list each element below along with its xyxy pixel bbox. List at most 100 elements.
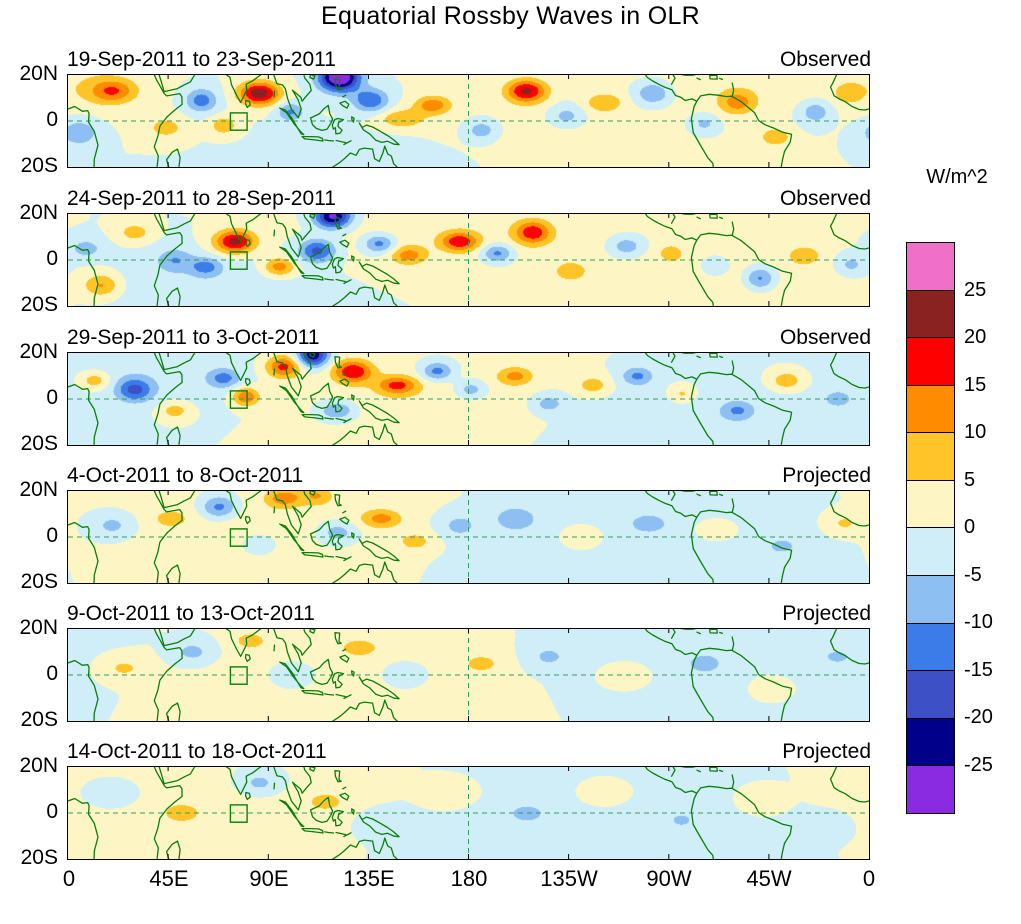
panel-period-label: 14-Oct-2011 to 18-Oct-2011 <box>67 740 327 763</box>
map-plot-area <box>67 213 870 307</box>
lat-tick-label: 20N <box>19 62 58 85</box>
map-overlay-svg <box>68 629 869 721</box>
panel-header: 4-Oct-2011 to 8-Oct-2011 Projected <box>67 462 871 488</box>
colorbar-cell <box>907 432 954 480</box>
lon-tick-label: 135W <box>540 866 598 891</box>
lon-tick-label: 180 <box>450 866 488 891</box>
panel-source-label: Observed <box>779 48 871 71</box>
panel-period-label: 29-Sep-2011 to 3-Oct-2011 <box>67 326 320 349</box>
chart-title: Equatorial Rossby Waves in OLR <box>320 2 701 30</box>
colorbar-units-label: W/m^2 <box>926 166 988 188</box>
coastline-path <box>68 353 869 445</box>
map-overlay-svg <box>68 767 869 859</box>
lat-tick-label: 20S <box>20 846 58 869</box>
colorbar-tick-label: 20 <box>964 326 987 348</box>
map-plot-area <box>67 352 870 446</box>
colorbar-cell <box>907 337 954 385</box>
map-plot-area <box>67 766 870 860</box>
lat-tick-label: 20N <box>19 478 58 501</box>
panel-period-label: 4-Oct-2011 to 8-Oct-2011 <box>67 464 304 487</box>
colorbar-tick-label: 5 <box>964 468 976 491</box>
panel-source-label: Projected <box>782 602 871 625</box>
region-marker-box <box>229 112 248 131</box>
colorbar-cell <box>907 384 954 433</box>
region-marker-box <box>229 804 248 823</box>
colorbar-cell <box>907 527 954 576</box>
map-panel-5: 9-Oct-2011 to 13-Oct-2011 Projected 20N … <box>0 600 1021 731</box>
region-marker-box <box>229 390 248 409</box>
lat-tick-label: 0 <box>46 800 58 823</box>
lat-tick-label: 0 <box>46 662 58 685</box>
colorbar-cell <box>907 717 954 766</box>
coastline-path <box>68 214 869 306</box>
colorbar <box>906 242 955 814</box>
map-panel-4: 4-Oct-2011 to 8-Oct-2011 Projected 20N 0… <box>0 462 1021 593</box>
lon-tick-label: 90W <box>646 866 692 891</box>
colorbar-cell <box>907 575 954 623</box>
colorbar-tick-label: -5 <box>964 563 982 586</box>
lat-tick-label: 20S <box>20 570 58 593</box>
panel-header: 9-Oct-2011 to 13-Oct-2011 Projected <box>67 600 871 626</box>
colorbar-tick-label: 10 <box>964 421 987 443</box>
longitude-axis: 0 45E 90E 135E 180 135W 90W 45W 0 <box>0 866 1021 892</box>
lon-tick-label: 90E <box>249 866 289 891</box>
region-marker-box <box>229 666 248 685</box>
colorbar-tick-label: -10 <box>964 611 993 633</box>
lat-tick-label: 0 <box>46 108 58 131</box>
lat-tick-label: 20S <box>20 432 58 455</box>
lat-tick-label: 20N <box>19 340 58 363</box>
lon-tick-label: 135E <box>343 866 395 891</box>
colorbar-cell <box>907 243 954 290</box>
lon-tick-label: 45W <box>746 866 792 891</box>
colorbar-cell <box>907 670 954 718</box>
coastline-path <box>68 629 869 721</box>
lat-tick-label: 20S <box>20 293 58 316</box>
colorbar-tick-label: 25 <box>964 278 987 301</box>
region-marker-box <box>229 251 248 270</box>
panel-source-label: Projected <box>782 740 871 763</box>
lat-tick-label: 20S <box>20 708 58 731</box>
map-panel-2: 24-Sep-2011 to 28-Sep-2011 Observed 20N … <box>0 185 1021 316</box>
lat-tick-label: 0 <box>46 524 58 547</box>
panel-period-label: 9-Oct-2011 to 13-Oct-2011 <box>67 602 315 625</box>
panel-header: 24-Sep-2011 to 28-Sep-2011 Observed <box>67 185 871 211</box>
map-panel-6: 14-Oct-2011 to 18-Oct-2011 Projected 20N… <box>0 738 1021 869</box>
panel-source-label: Observed <box>779 326 871 349</box>
panel-header: 14-Oct-2011 to 18-Oct-2011 Projected <box>67 738 871 764</box>
lat-tick-label: 20N <box>19 616 58 639</box>
colorbar-tick-label: -20 <box>964 706 993 728</box>
panel-period-label: 24-Sep-2011 to 28-Sep-2011 <box>67 187 336 210</box>
panel-source-label: Observed <box>779 187 871 210</box>
colorbar-cell <box>907 765 954 813</box>
lat-tick-label: 0 <box>46 247 58 270</box>
coastline-path <box>68 767 869 859</box>
colorbar-cell <box>907 289 954 338</box>
lat-tick-label: 20N <box>19 754 58 777</box>
coastline-path <box>68 75 869 167</box>
lat-tick-label: 20S <box>20 154 58 177</box>
colorbar-cell <box>907 479 954 528</box>
panel-source-label: Projected <box>782 464 871 487</box>
colorbar-tick-label: -25 <box>964 753 993 776</box>
lon-tick-label: 0 <box>862 866 876 891</box>
map-panel-3: 29-Sep-2011 to 3-Oct-2011 Observed 20N 0… <box>0 324 1021 455</box>
map-plot-area <box>67 628 870 722</box>
lon-tick-label: 0 <box>62 866 76 891</box>
colorbar-tick-label: -15 <box>964 658 993 681</box>
colorbar-tick-label: 0 <box>964 516 976 538</box>
map-plot-area <box>67 490 870 584</box>
map-panel-1: 19-Sep-2011 to 23-Sep-2011 Observed 20N … <box>0 46 1021 177</box>
colorbar-tick-label: 15 <box>964 373 987 396</box>
coastline-path <box>68 491 869 583</box>
panel-period-label: 19-Sep-2011 to 23-Sep-2011 <box>67 48 336 71</box>
map-overlay-svg <box>68 214 869 306</box>
map-plot-area <box>67 74 870 168</box>
map-overlay-svg <box>68 353 869 445</box>
region-marker-box <box>229 528 248 547</box>
map-overlay-svg <box>68 75 869 167</box>
map-overlay-svg <box>68 491 869 583</box>
lat-tick-label: 0 <box>46 386 58 409</box>
lat-tick-label: 20N <box>19 201 58 224</box>
lon-tick-label: 45E <box>149 866 189 891</box>
